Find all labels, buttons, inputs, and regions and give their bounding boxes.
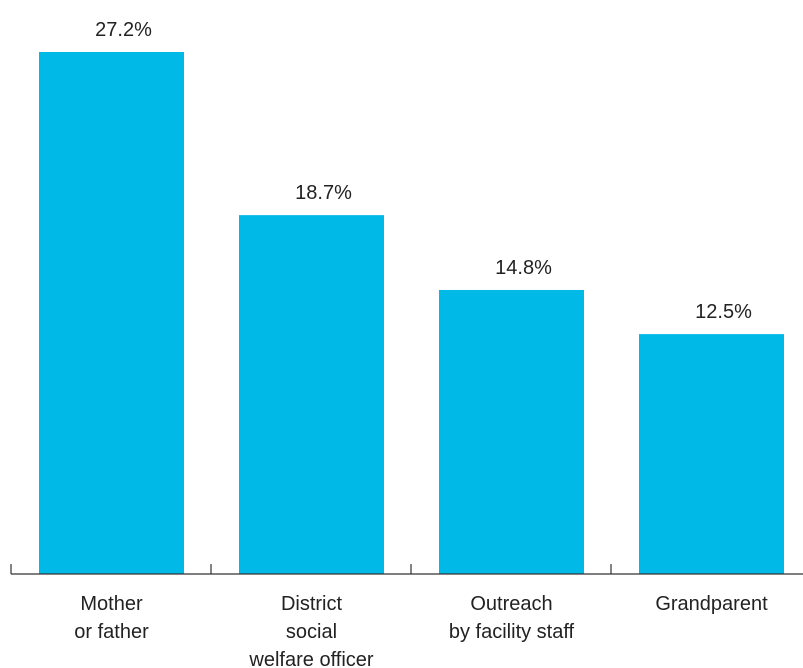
bar-0 [39,52,184,574]
bar-3 [639,334,784,574]
value-label-3: 12.5% [695,301,752,323]
category-label-1-line-1: social [286,621,337,643]
category-label-0-line-0: Mother [80,593,143,615]
category-label-1-line-2: welfare officer [248,649,373,668]
bars-layer [39,52,784,574]
value-label-1: 18.7% [295,182,352,204]
category-label-3-line-0: Grandparent [655,593,768,615]
category-labels-layer: Mother or father District social welfare off… [74,593,768,668]
category-label-0-line-1: or father [74,621,149,643]
bar-2 [439,289,584,574]
x-axis [10,564,803,575]
value-labels-layer: 27.2% 18.7% 14.8% 12.5% [95,19,752,323]
category-label-1-line-0: District [281,593,343,615]
category-label-2-line-1: by facility staff [449,621,575,643]
value-label-2: 14.8% [495,257,552,279]
bar-1 [239,215,384,574]
category-label-2-line-0: Outreach [470,593,552,615]
value-label-0: 27.2% [95,19,152,41]
